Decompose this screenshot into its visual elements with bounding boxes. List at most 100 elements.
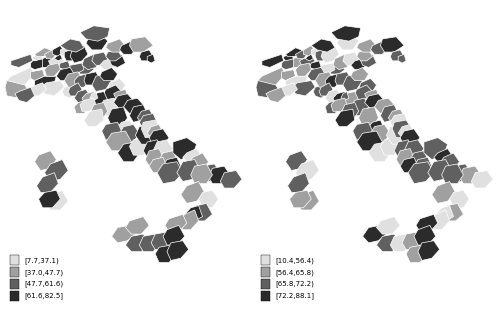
Polygon shape [74,74,90,87]
Polygon shape [181,182,204,204]
Polygon shape [44,63,60,76]
Polygon shape [40,54,56,67]
Polygon shape [70,45,88,63]
Polygon shape [335,109,354,127]
Polygon shape [356,131,382,151]
Polygon shape [286,76,308,89]
Polygon shape [11,54,32,67]
Polygon shape [353,122,372,140]
Polygon shape [118,142,142,162]
Polygon shape [335,72,351,85]
Polygon shape [351,67,368,80]
Polygon shape [90,92,98,100]
Polygon shape [165,214,186,232]
Polygon shape [30,70,44,80]
Polygon shape [460,166,481,184]
Polygon shape [296,63,312,76]
Polygon shape [64,50,76,61]
Text: [10.4,56.4): [10.4,56.4) [275,257,314,264]
Polygon shape [404,140,424,157]
Polygon shape [52,45,64,57]
Polygon shape [380,105,398,122]
Polygon shape [40,80,64,96]
Polygon shape [450,190,469,208]
Polygon shape [140,114,157,129]
Polygon shape [442,164,464,184]
Polygon shape [416,214,438,232]
Polygon shape [364,89,378,100]
Polygon shape [157,162,183,184]
Polygon shape [354,85,372,100]
Polygon shape [5,80,30,98]
Polygon shape [402,232,424,249]
Polygon shape [414,225,436,245]
Polygon shape [86,32,108,50]
Polygon shape [130,37,153,52]
Polygon shape [325,100,341,114]
Bar [10,279,20,289]
Polygon shape [432,182,456,204]
Polygon shape [333,92,347,102]
Polygon shape [208,166,230,184]
Polygon shape [368,120,384,135]
Polygon shape [312,48,319,57]
Polygon shape [108,79,126,94]
Polygon shape [337,32,358,50]
Polygon shape [34,76,56,89]
Polygon shape [126,234,149,252]
Polygon shape [368,142,392,162]
Polygon shape [262,54,283,67]
Polygon shape [376,217,400,234]
Polygon shape [78,63,94,74]
Polygon shape [304,45,315,57]
Polygon shape [220,170,242,188]
Polygon shape [64,72,82,87]
Polygon shape [290,190,312,208]
Polygon shape [319,83,333,96]
Polygon shape [15,87,34,102]
Polygon shape [80,26,110,41]
Polygon shape [430,210,450,230]
Polygon shape [68,83,82,96]
Polygon shape [138,109,153,122]
Polygon shape [118,120,134,135]
Bar [10,255,20,265]
Polygon shape [100,98,117,116]
Polygon shape [102,122,122,140]
Polygon shape [36,173,59,192]
Polygon shape [310,61,321,70]
Polygon shape [329,63,345,74]
Polygon shape [163,157,181,175]
Polygon shape [136,124,159,144]
Polygon shape [151,232,173,249]
Polygon shape [90,92,108,109]
Polygon shape [104,85,122,100]
Polygon shape [44,50,56,59]
Polygon shape [130,138,151,155]
Polygon shape [358,79,376,94]
Polygon shape [147,54,155,63]
Bar [10,291,20,301]
Polygon shape [173,138,197,160]
Polygon shape [44,190,68,210]
Bar [261,267,270,277]
Polygon shape [84,72,100,85]
Polygon shape [331,98,347,111]
Polygon shape [308,67,325,80]
Polygon shape [314,85,329,98]
Bar [10,267,20,277]
Polygon shape [92,74,112,92]
Polygon shape [60,48,68,57]
Polygon shape [315,50,327,61]
Polygon shape [34,151,56,170]
Polygon shape [163,225,185,245]
Polygon shape [130,105,147,122]
Polygon shape [370,41,388,54]
Polygon shape [434,149,454,164]
Polygon shape [120,124,140,142]
Polygon shape [394,140,412,157]
Polygon shape [428,160,452,182]
Polygon shape [190,164,212,184]
Polygon shape [306,54,314,61]
Bar [261,279,270,289]
